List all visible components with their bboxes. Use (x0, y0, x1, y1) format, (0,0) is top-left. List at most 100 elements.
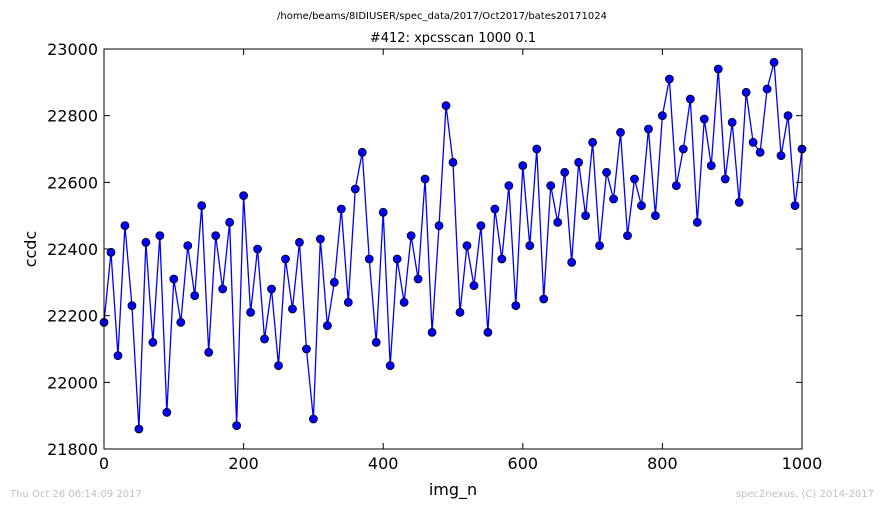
data-point (148, 337, 158, 347)
data-point (134, 424, 144, 434)
data-point (211, 231, 221, 241)
data-point (113, 351, 123, 361)
data-point (288, 304, 297, 314)
data-point (574, 157, 584, 167)
data-point (448, 157, 458, 167)
data-point (176, 317, 186, 327)
data-point (567, 257, 577, 267)
x-tick-label: 800 (647, 454, 678, 473)
footer-credit: spec2nexus, (C) 2014-2017 (735, 489, 874, 500)
data-point (504, 181, 514, 191)
data-point (190, 291, 200, 301)
data-point (399, 297, 409, 307)
data-point (455, 307, 465, 317)
y-axis-label: ccdc (21, 231, 40, 268)
y-tick-label: 22400 (47, 240, 98, 259)
data-point (748, 137, 758, 147)
data-point (699, 114, 709, 124)
data-point (378, 207, 388, 217)
data-point (658, 111, 667, 121)
plot-area: 0 200 400 600 800 1000 21800 22000 22200 22400 226… (47, 40, 822, 473)
y-tick-label: 22200 (47, 307, 98, 326)
data-point (539, 294, 549, 304)
data-point (106, 247, 116, 257)
x-tick-label: 200 (228, 454, 259, 473)
data-point (581, 211, 591, 221)
data-point (769, 57, 779, 67)
data-point (469, 281, 479, 291)
data-point (162, 407, 172, 417)
data-point (525, 241, 535, 251)
data-point (692, 217, 702, 227)
data-point (322, 321, 332, 331)
data-point (762, 84, 772, 94)
plot-background (104, 49, 802, 449)
x-tick-label: 1000 (782, 454, 823, 473)
data-point (302, 344, 311, 354)
x-tick-label: 400 (368, 454, 399, 473)
data-point (427, 327, 437, 337)
data-point (462, 241, 472, 251)
data-point (420, 174, 430, 184)
x-axis-label: img_n (429, 480, 477, 500)
data-point (727, 117, 737, 127)
data-point (183, 241, 193, 251)
data-point (385, 361, 395, 371)
data-point (511, 301, 521, 311)
data-point (644, 124, 653, 134)
data-point (343, 297, 353, 307)
data-point (546, 181, 556, 191)
data-point (623, 231, 632, 241)
data-point (260, 334, 269, 344)
data-point (392, 254, 402, 264)
data-point (713, 64, 723, 74)
data-point (232, 421, 242, 431)
data-point (169, 274, 179, 284)
data-point (239, 191, 249, 201)
data-point (497, 254, 507, 264)
data-point (783, 111, 793, 121)
data-point (616, 127, 625, 137)
data-point (483, 327, 493, 337)
data-point (225, 217, 235, 227)
data-point (141, 237, 151, 247)
data-point (630, 174, 639, 184)
data-point (315, 234, 325, 244)
y-tick-label: 22000 (47, 373, 98, 392)
data-point (518, 161, 528, 171)
data-point (127, 301, 137, 311)
data-point (120, 221, 130, 231)
x-tick-label: 600 (508, 454, 539, 473)
y-tick-label: 21800 (47, 440, 98, 459)
file-path-header: /home/beams/8IDIUSER/spec_data/2017/Oct2… (277, 11, 607, 22)
data-point (755, 147, 765, 157)
footer-timestamp: Thu Oct 26 06:14:09 2017 (10, 489, 142, 500)
data-point (357, 147, 367, 157)
data-point (490, 204, 500, 214)
data-point (776, 151, 786, 161)
data-point (434, 221, 444, 231)
data-point (350, 184, 360, 194)
data-point (637, 201, 646, 211)
data-point (295, 237, 304, 247)
data-point (406, 231, 416, 241)
data-point (281, 254, 290, 264)
data-point (706, 161, 716, 171)
data-point (588, 137, 597, 147)
data-point (371, 337, 381, 347)
data-point (329, 277, 339, 287)
y-tick-label: 23000 (47, 40, 98, 59)
data-point (441, 101, 451, 111)
data-point (197, 201, 207, 211)
data-point (560, 167, 570, 177)
data-point (609, 194, 618, 204)
data-point (651, 211, 660, 221)
data-point (336, 204, 346, 214)
data-point (155, 231, 165, 241)
data-point (476, 221, 486, 231)
data-point (274, 361, 283, 371)
data-point (413, 274, 423, 284)
data-point (685, 94, 695, 104)
data-point (671, 181, 681, 191)
